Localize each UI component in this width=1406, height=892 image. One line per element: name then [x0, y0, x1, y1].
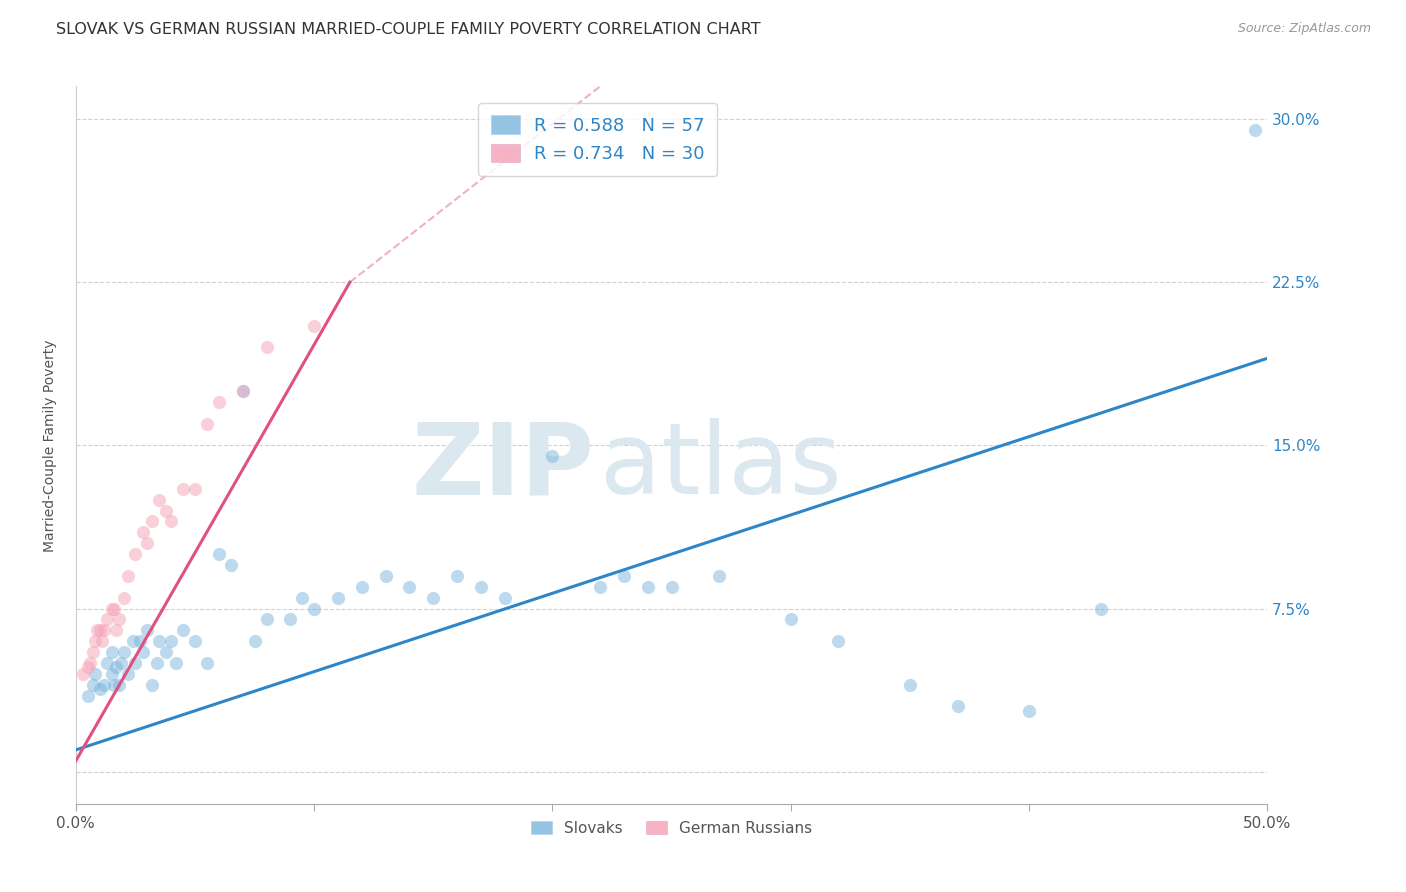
- Point: [103, 601, 125, 615]
- Point: [136, 624, 159, 638]
- Point: [256, 612, 278, 626]
- Point: [165, 656, 187, 670]
- Point: [105, 660, 128, 674]
- Point: [148, 492, 170, 507]
- Text: SLOVAK VS GERMAN RUSSIAN MARRIED-COUPLE FAMILY POVERTY CORRELATION CHART: SLOVAK VS GERMAN RUSSIAN MARRIED-COUPLE …: [56, 22, 761, 37]
- Point: [91, 634, 114, 648]
- Point: [112, 591, 135, 605]
- Point: [1244, 123, 1267, 137]
- Point: [82, 678, 104, 692]
- Point: [124, 547, 146, 561]
- Point: [302, 601, 325, 615]
- Point: [96, 656, 118, 670]
- Point: [131, 525, 153, 540]
- Point: [89, 624, 111, 638]
- Point: [160, 634, 183, 648]
- Point: [124, 656, 146, 670]
- Point: [661, 580, 683, 594]
- Point: [278, 612, 301, 626]
- Point: [302, 318, 325, 333]
- Point: [112, 645, 135, 659]
- Point: [232, 384, 254, 398]
- Point: [898, 678, 921, 692]
- Point: [100, 666, 122, 681]
- Point: [637, 580, 659, 594]
- Point: [141, 515, 163, 529]
- Point: [184, 634, 207, 648]
- Point: [100, 645, 122, 659]
- Point: [208, 547, 231, 561]
- Point: [155, 503, 177, 517]
- Point: [1090, 601, 1112, 615]
- Point: [613, 569, 636, 583]
- Point: [103, 678, 125, 692]
- Point: [350, 580, 373, 594]
- Point: [422, 591, 444, 605]
- Point: [184, 482, 207, 496]
- Point: [136, 536, 159, 550]
- Point: [117, 666, 139, 681]
- Point: [291, 591, 314, 605]
- Text: ZIP: ZIP: [412, 418, 595, 516]
- Point: [256, 341, 278, 355]
- Point: [243, 634, 266, 648]
- Point: [100, 601, 122, 615]
- Point: [89, 681, 111, 696]
- Point: [946, 699, 969, 714]
- Point: [93, 678, 115, 692]
- Point: [155, 645, 177, 659]
- Text: Source: ZipAtlas.com: Source: ZipAtlas.com: [1237, 22, 1371, 36]
- Point: [446, 569, 468, 583]
- Text: atlas: atlas: [600, 418, 842, 516]
- Point: [494, 591, 516, 605]
- Point: [122, 634, 145, 648]
- Point: [141, 678, 163, 692]
- Point: [195, 656, 218, 670]
- Point: [146, 656, 169, 670]
- Point: [107, 678, 129, 692]
- Point: [84, 634, 107, 648]
- Point: [160, 515, 183, 529]
- Point: [76, 660, 98, 674]
- Point: [541, 449, 564, 463]
- Point: [208, 394, 231, 409]
- Point: [1018, 704, 1040, 718]
- Point: [589, 580, 612, 594]
- Point: [79, 656, 101, 670]
- Point: [172, 482, 194, 496]
- Point: [72, 666, 94, 681]
- Point: [110, 656, 132, 670]
- Point: [172, 624, 194, 638]
- Point: [93, 624, 115, 638]
- Point: [398, 580, 420, 594]
- Point: [219, 558, 242, 572]
- Point: [470, 580, 492, 594]
- Point: [129, 634, 152, 648]
- Point: [779, 612, 801, 626]
- Point: [96, 612, 118, 626]
- Point: [827, 634, 849, 648]
- Point: [374, 569, 396, 583]
- Point: [107, 612, 129, 626]
- Point: [117, 569, 139, 583]
- Point: [195, 417, 218, 431]
- Point: [709, 569, 731, 583]
- Y-axis label: Married-Couple Family Poverty: Married-Couple Family Poverty: [44, 339, 58, 551]
- Point: [84, 666, 107, 681]
- Point: [232, 384, 254, 398]
- Legend: Slovaks, German Russians: Slovaks, German Russians: [523, 813, 820, 843]
- Point: [82, 645, 104, 659]
- Point: [148, 634, 170, 648]
- Point: [86, 624, 108, 638]
- Point: [326, 591, 349, 605]
- Point: [105, 624, 128, 638]
- Point: [131, 645, 153, 659]
- Point: [76, 689, 98, 703]
